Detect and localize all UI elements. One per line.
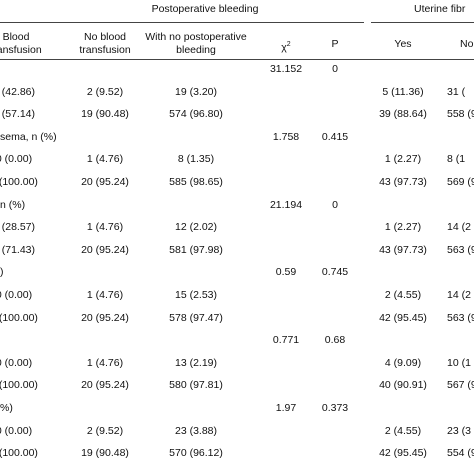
table-cell-c3: 585 (98.65) [169, 176, 223, 188]
table-cell-no: 8 (1 [447, 153, 466, 166]
table-cell-no: 554 (96 [447, 447, 474, 460]
table-cell-c2: 19 (90.48) [81, 108, 129, 121]
table-cell-c3: 581 (97.98) [169, 243, 223, 256]
table-cell-c3: 570 (96.12) [169, 447, 223, 460]
table-cell-c1: 7 (100.00) [0, 447, 38, 460]
table-cell-no: 14 (2 [447, 289, 471, 301]
table-cell-no: 10 (1 [447, 356, 471, 369]
table-cell-no: 569 (98 [447, 176, 474, 188]
table-cell-c3: 12 (2.02) [174, 221, 218, 234]
group-rule-postoperative [0, 22, 364, 23]
table-cell-c1: 0 (0.00) [0, 289, 33, 301]
table-cell-p: 0.68 [324, 334, 346, 347]
group-header-uterine-fibroids: Uterine fibr [414, 3, 466, 15]
table-cell-c2: 20 (95.24) [81, 243, 129, 256]
col-header-no-postoperative-bleeding: With no postoperative bleeding [145, 31, 247, 56]
table-cell-yes: 40 (90.91) [379, 379, 427, 392]
table-cell-yes: 43 (97.73) [379, 243, 427, 256]
table-cell-c1: 0 (0.00) [0, 356, 33, 369]
table-cell-c2: 20 (95.24) [81, 176, 129, 188]
table-cell-c2: 19 (90.48) [81, 447, 129, 460]
table-cell-no: 558 (9 [447, 108, 474, 121]
table-cell-chi: 1.758 [272, 130, 300, 143]
table-cell-c2: 20 (95.24) [81, 311, 129, 324]
table-cell-c2: 1 (4.76) [86, 356, 124, 369]
table-cell-p: 0.415 [321, 130, 349, 143]
table-cell-no: 567 (98 [447, 379, 474, 392]
table-cell-label: %) [0, 402, 13, 414]
table-cell-c1: 7 (100.00) [0, 379, 38, 392]
table-cell-label: ) [0, 266, 4, 279]
table-cell-chi: 0.59 [275, 266, 297, 279]
table-cell-p: 0.373 [321, 402, 349, 414]
col-header-no-blood-transfusion: No blood transfusion [79, 31, 131, 56]
table-cell-chi: 21.194 [269, 198, 303, 211]
table-cell-yes: 42 (95.45) [379, 311, 427, 324]
table-cell-no: 563 (97 [447, 243, 474, 256]
table-cell-no: 14 (2 [447, 221, 471, 234]
col-header-p: P [331, 38, 339, 50]
table-cell-c2: 20 (95.24) [81, 379, 129, 392]
header-rule [0, 59, 474, 60]
table-cell-c1: 4 (57.14) [0, 108, 36, 121]
table-cell-p: 0 [332, 198, 338, 211]
group-rule-uterine [371, 22, 474, 23]
table-cell-label: sema, n (%) [0, 130, 57, 143]
col-header-chi-square: χ2 [281, 41, 291, 54]
table-cell-c1: 0 (0.00) [0, 153, 33, 166]
table-cell-yes: 2 (4.55) [384, 289, 422, 301]
table-cell-yes: 5 (11.36) [382, 85, 424, 98]
table-cell-yes: 1 (2.27) [384, 221, 422, 234]
table-cell-c2: 1 (4.76) [86, 153, 124, 166]
table-cell-c3: 13 (2.19) [174, 356, 218, 369]
table-cell-yes: 39 (88.64) [379, 108, 427, 121]
table-cell-no: 31 ( [447, 85, 466, 98]
table-cell-no: 563 (97 [447, 311, 474, 324]
col-header-yes: Yes [394, 38, 412, 50]
table-cell-c3: 8 (1.35) [177, 153, 215, 166]
table-cell-p: 0.745 [321, 266, 349, 279]
table-cell-label: n (%) [0, 198, 26, 211]
table-cell-yes: 1 (2.27) [384, 153, 422, 166]
table-cell-yes: 42 (95.45) [379, 447, 427, 460]
table-cell-c3: 580 (97.81) [169, 379, 223, 392]
table-cell-c2: 1 (4.76) [86, 289, 124, 301]
table-cell-c2: 2 (9.52) [86, 424, 124, 437]
table-cell-chi: 31.152 [269, 63, 303, 75]
table-cell-yes: 2 (4.55) [384, 424, 422, 437]
table-cell-c3: 578 (97.47) [169, 311, 223, 324]
table-cell-c1: 5 (71.43) [0, 243, 36, 256]
table-cell-c3: 15 (2.53) [174, 289, 218, 301]
table-cell-c1: 3 (42.86) [0, 85, 36, 98]
table-cell-c2: 2 (9.52) [86, 85, 124, 98]
table-cell-c3: 23 (3.88) [174, 424, 218, 437]
table-cell-yes: 43 (97.73) [379, 176, 427, 188]
group-header-postoperative-bleeding: Postoperative bleeding [151, 3, 259, 15]
col-header-no: No [460, 38, 474, 50]
table-cell-c3: 19 (3.20) [174, 85, 218, 98]
table-cell-c1: 2 (28.57) [0, 221, 36, 234]
col-header-blood-transfusion: Bloodtransfusion [0, 31, 42, 56]
table-cell-c2: 1 (4.76) [86, 221, 124, 234]
table-cell-chi: 1.97 [275, 402, 297, 414]
table-cell-c3: 574 (96.80) [169, 108, 223, 121]
table-cell-c1: 0 (0.00) [0, 424, 33, 437]
table-cell-c1: 7 (100.00) [0, 176, 38, 188]
table-cell-c1: 7 (100.00) [0, 311, 38, 324]
table-cell-chi: 0.771 [272, 334, 300, 347]
table-cell-p: 0 [332, 63, 338, 75]
table-cell-no: 23 (3 [447, 424, 471, 437]
table-cell-yes: 4 (9.09) [384, 356, 422, 369]
